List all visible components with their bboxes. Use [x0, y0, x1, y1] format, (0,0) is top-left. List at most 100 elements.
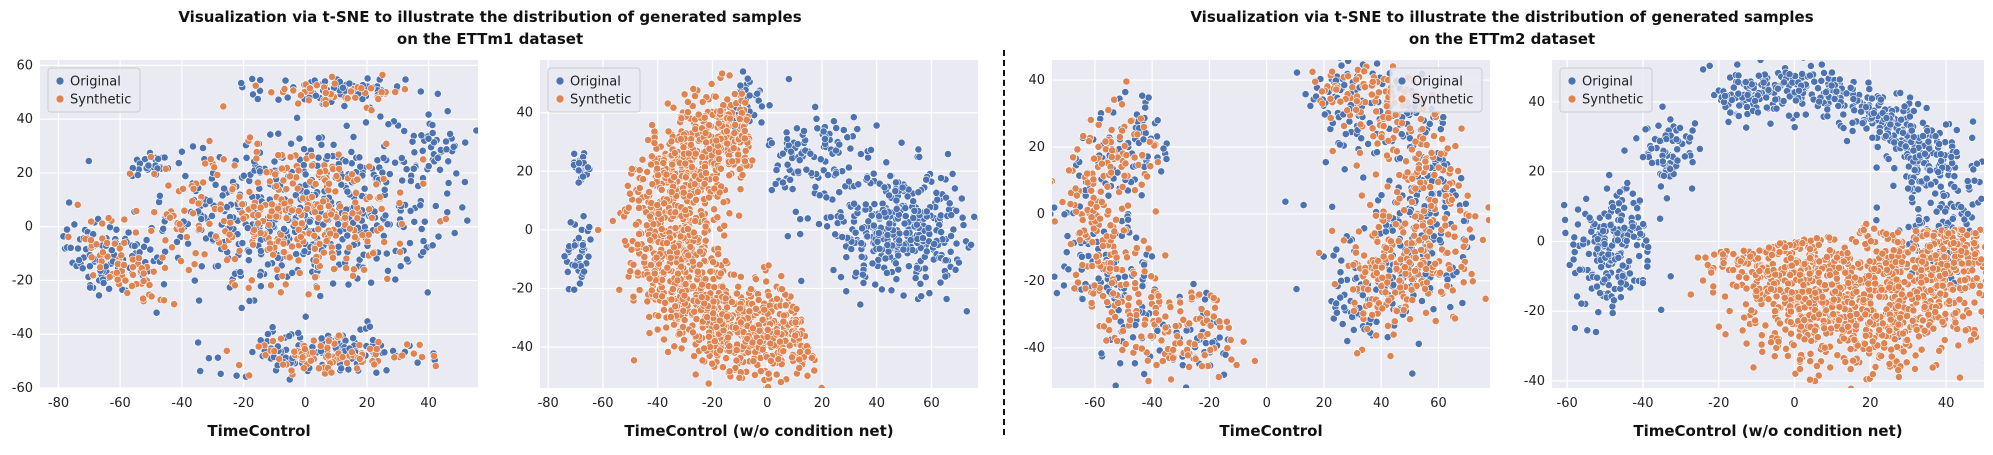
data-point [324, 337, 333, 345]
data-point [743, 74, 752, 83]
data-point [314, 364, 323, 373]
data-point [239, 214, 248, 223]
data-point [1143, 172, 1151, 181]
y-tick-label: -20 [12, 273, 33, 288]
data-point [398, 176, 407, 185]
data-point [1232, 361, 1241, 369]
data-point [1411, 254, 1420, 262]
data-point [219, 102, 228, 111]
data-point [328, 72, 336, 81]
data-point [1434, 178, 1443, 186]
data-point [343, 187, 352, 196]
data-point [742, 115, 751, 124]
data-point [1356, 148, 1364, 157]
data-point [208, 211, 216, 220]
data-point [1457, 174, 1466, 183]
data-point [323, 343, 332, 352]
data-point [230, 161, 239, 170]
data-point [1161, 312, 1170, 321]
data-point [282, 185, 291, 193]
data-point [370, 360, 379, 369]
data-point [883, 231, 892, 239]
data-point [868, 259, 877, 268]
data-point [294, 256, 303, 265]
data-point [1132, 311, 1141, 319]
data-point [1481, 294, 1490, 303]
data-point [1320, 110, 1329, 119]
data-point [344, 365, 353, 374]
data-point [1431, 317, 1440, 325]
data-point [666, 253, 675, 262]
data-point [216, 369, 225, 378]
data-point [246, 133, 254, 142]
data-point [223, 256, 231, 264]
data-point [579, 212, 588, 221]
data-point [778, 285, 786, 294]
data-point [444, 157, 453, 166]
data-point [253, 95, 262, 103]
data-point [670, 342, 679, 351]
data-point [395, 239, 404, 248]
data-point [816, 155, 825, 164]
data-point [922, 247, 931, 256]
data-point [506, 159, 513, 166]
data-point [1214, 373, 1223, 381]
data-point [662, 323, 671, 332]
data-point [1337, 276, 1345, 285]
data-point [1394, 237, 1403, 245]
data-point [280, 85, 289, 93]
y-tick-label: 40 [1528, 95, 1545, 110]
data-point [670, 243, 678, 252]
data-point [1336, 268, 1345, 277]
data-point [1146, 332, 1155, 340]
data-point [635, 230, 643, 238]
data-point [1348, 46, 1355, 53]
data-point [1348, 83, 1357, 92]
data-point [874, 255, 883, 264]
data-point [279, 176, 288, 185]
data-point [1337, 256, 1346, 265]
data-point [1146, 162, 1155, 171]
data-point [1179, 315, 1188, 324]
data-point [763, 325, 772, 334]
data-point [311, 180, 320, 188]
data-point [347, 147, 356, 156]
data-point [701, 222, 710, 231]
data-point [1106, 264, 1114, 273]
data-point [691, 125, 700, 134]
data-point [803, 214, 812, 223]
y-tick-label: 20 [16, 166, 33, 181]
data-point [289, 86, 298, 95]
data-point [1153, 116, 1162, 125]
data-point [182, 233, 191, 241]
data-point [442, 145, 451, 154]
data-point [1086, 116, 1095, 124]
data-point [107, 246, 116, 255]
data-point [211, 232, 220, 241]
data-point [643, 297, 652, 306]
data-point [913, 263, 921, 272]
data-point [428, 129, 437, 137]
data-point [161, 164, 170, 173]
data-point [698, 153, 707, 161]
data-point [214, 261, 222, 270]
data-point [1107, 168, 1116, 177]
data-point [857, 150, 865, 158]
data-point [288, 268, 296, 277]
data-point [121, 276, 130, 285]
data-point [1052, 272, 1059, 281]
data-point [256, 86, 264, 95]
data-point [1202, 339, 1210, 347]
data-point [365, 193, 374, 201]
data-point [942, 295, 951, 303]
data-point [206, 155, 215, 164]
data-point [177, 147, 186, 156]
data-point [1372, 331, 1381, 340]
data-point [149, 267, 158, 276]
data-point [1215, 317, 1224, 326]
data-point [310, 244, 319, 253]
data-point [741, 98, 750, 107]
x-tick-label: 0 [301, 396, 309, 411]
data-point [871, 280, 880, 289]
data-point [864, 217, 873, 226]
